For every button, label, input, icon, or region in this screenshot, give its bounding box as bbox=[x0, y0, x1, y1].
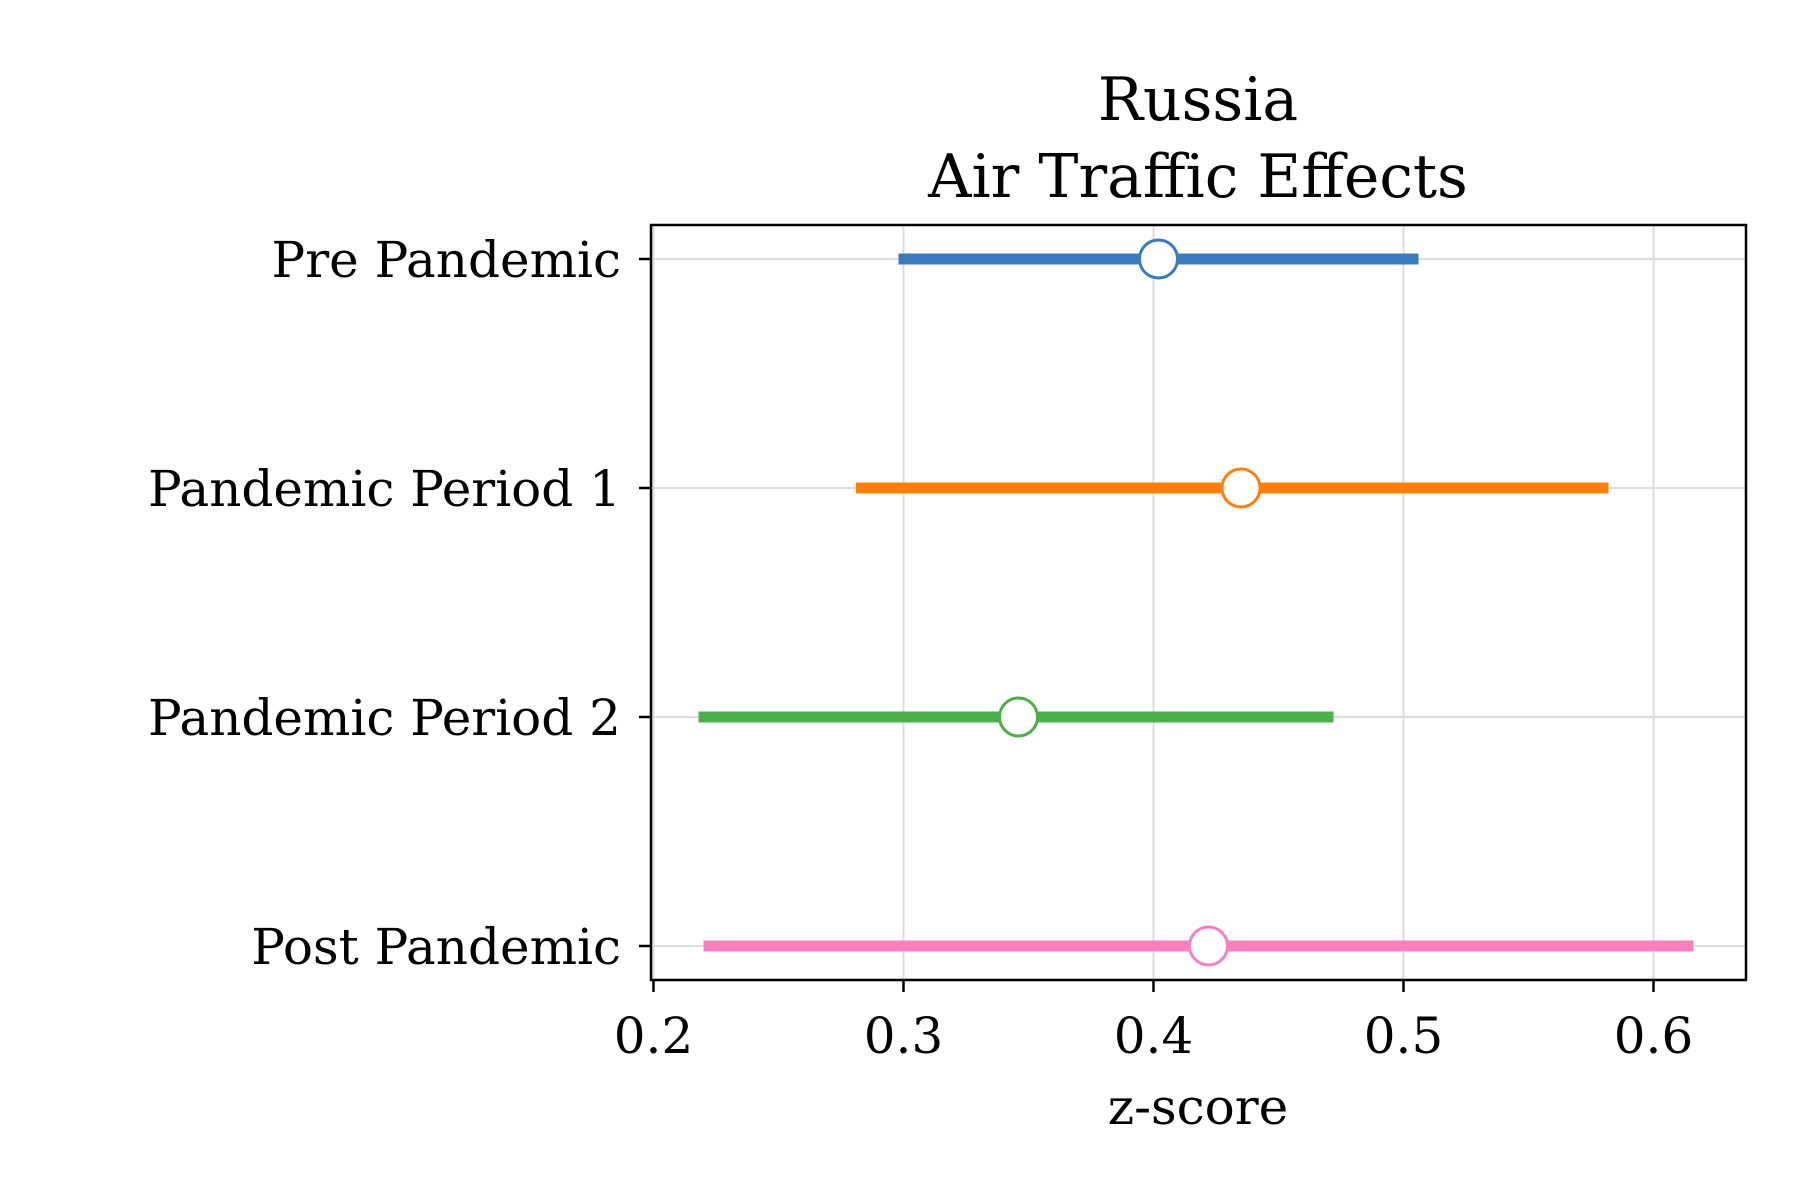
x-axis-label: z-score bbox=[1108, 1078, 1289, 1136]
estimate-point bbox=[998, 696, 1039, 738]
estimate-point bbox=[1138, 238, 1179, 280]
x-tick-label: 0.3 bbox=[864, 1007, 944, 1065]
y-tick-label: Post Pandemic bbox=[251, 918, 621, 976]
estimate-markers bbox=[998, 238, 1262, 967]
y-tick-label: Pre Pandemic bbox=[272, 231, 621, 289]
estimate-point bbox=[1220, 467, 1262, 509]
x-tick-label: 0.6 bbox=[1614, 1007, 1694, 1065]
y-axis: Pre Pandemic Pandemic Period 1 Pandemic Pe… bbox=[148, 231, 651, 976]
x-axis: 0.2 0.3 0.4 0.5 0.6 bbox=[614, 980, 1694, 1065]
grid-lines bbox=[651, 225, 1746, 980]
chart-title-line-2: Air Traffic Effects bbox=[927, 142, 1468, 212]
error-bars bbox=[698, 253, 1694, 952]
x-tick-label: 0.4 bbox=[1114, 1007, 1194, 1065]
x-tick-label: 0.2 bbox=[614, 1007, 694, 1065]
estimate-point bbox=[1188, 925, 1229, 967]
chart-title-line-1: Russia bbox=[1098, 65, 1298, 135]
chart-title: Russia Air Traffic Effects bbox=[927, 65, 1468, 212]
plot-area-frame bbox=[649, 223, 1748, 982]
x-tick-label: 0.5 bbox=[1364, 1007, 1444, 1065]
y-tick-label: Pandemic Period 1 bbox=[148, 460, 621, 518]
y-tick-label: Pandemic Period 2 bbox=[148, 689, 621, 747]
